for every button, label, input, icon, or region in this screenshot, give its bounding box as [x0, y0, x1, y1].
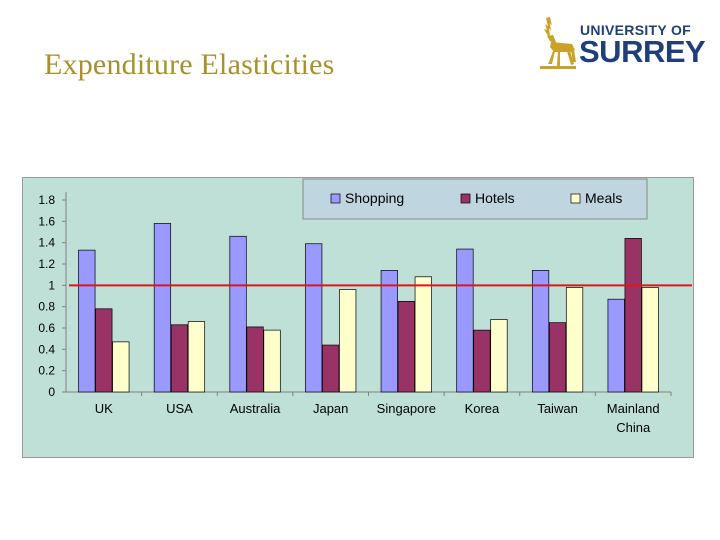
- stag-icon: [540, 17, 576, 69]
- bar-hotels-australia: [246, 326, 264, 393]
- y-tick-label: 1: [48, 278, 55, 292]
- x-tick-label: USA: [166, 401, 193, 416]
- y-tick-label: 0: [48, 385, 55, 399]
- university-logo: UNIVERSITY OF SURREY: [534, 14, 706, 74]
- y-tick-label: 0.8: [38, 300, 55, 314]
- bar-shopping-japan: [305, 243, 323, 393]
- legend-box: [302, 178, 648, 220]
- y-tick-label: 1.4: [38, 236, 55, 250]
- bar-hotels-singapore: [397, 300, 415, 393]
- bar-meals-japan: [339, 289, 357, 393]
- logo-text-line1: UNIVERSITY OF: [580, 22, 691, 38]
- bar-shopping-uk: [78, 249, 96, 393]
- slide-title: Expenditure Elasticities: [44, 48, 335, 81]
- legend-swatch-shopping: [330, 193, 341, 204]
- logo-text-line2: SURREY: [579, 34, 706, 69]
- bar-hotels-mainland-china: [624, 238, 642, 393]
- bar-chart: 0 0.2 0.4 0.6 0.8 1 1.2 1.4 1.6 1.8 UK USA Australia…: [22, 177, 694, 458]
- bar-hotels-usa: [170, 324, 189, 393]
- x-tick-label: Korea: [465, 401, 500, 416]
- bar-shopping-korea: [456, 248, 474, 393]
- bar-hotels-korea: [473, 329, 491, 393]
- bar-meals-uk: [112, 341, 130, 393]
- legend-label-shopping: Shopping: [345, 190, 404, 206]
- x-tick-label: UK: [95, 401, 113, 416]
- x-tick-label: Australia: [230, 401, 281, 416]
- y-tick-label: 1.6: [38, 214, 55, 228]
- y-tick-label: 0.2: [38, 364, 55, 378]
- x-tick-label: Mainland: [607, 401, 660, 416]
- x-tick-label: Taiwan: [537, 401, 577, 416]
- bar-meals-usa: [187, 321, 206, 393]
- x-tick-label: Singapore: [377, 401, 436, 416]
- bar-shopping-usa: [153, 223, 172, 393]
- bar-shopping-mainland-china: [607, 298, 625, 393]
- y-tick-label: 0.6: [38, 321, 55, 335]
- legend-swatch-meals: [570, 193, 581, 204]
- bar-hotels-uk: [95, 308, 113, 393]
- bar-meals-singapore: [414, 276, 432, 393]
- bar-meals-taiwan: [565, 287, 584, 393]
- bar-shopping-australia: [229, 235, 247, 393]
- bar-meals-australia: [263, 329, 281, 393]
- bar-shopping-taiwan: [531, 270, 550, 393]
- chart-container: 0 0.2 0.4 0.6 0.8 1 1.2 1.4 1.6 1.8 UK USA Australia…: [22, 177, 694, 458]
- bar-hotels-taiwan: [548, 322, 567, 393]
- bar-hotels-japan: [322, 344, 340, 393]
- y-tick-label: 1.8: [38, 193, 55, 207]
- bar-meals-mainland-china: [641, 287, 659, 393]
- legend-label-meals: Meals: [585, 190, 622, 206]
- x-tick-label: Japan: [313, 401, 348, 416]
- y-tick-label: 1.2: [38, 257, 55, 271]
- legend-label-hotels: Hotels: [475, 190, 515, 206]
- x-tick-label: China: [616, 420, 651, 435]
- y-tick-label: 0.4: [38, 342, 55, 356]
- bar-meals-korea: [490, 319, 508, 393]
- legend-swatch-hotels: [460, 193, 471, 204]
- bar-shopping-singapore: [380, 270, 398, 393]
